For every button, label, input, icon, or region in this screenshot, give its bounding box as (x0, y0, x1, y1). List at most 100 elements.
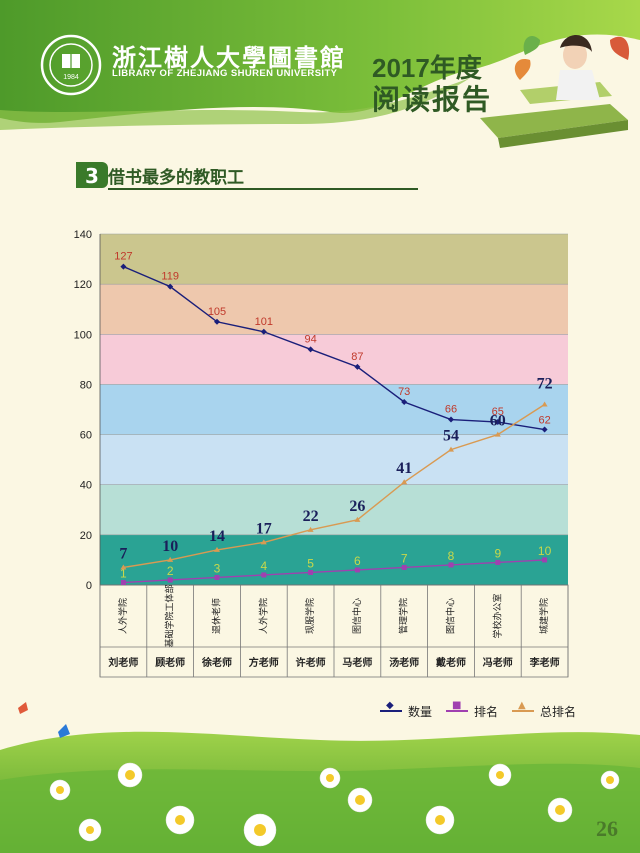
butterfly-icon (18, 702, 28, 714)
teacher-label: 顾老师 (155, 656, 185, 669)
data-point (401, 479, 408, 485)
report-year: 2017年度 (372, 53, 482, 83)
legend-item: ■ 排名 (446, 700, 499, 720)
library-name-cn: 浙江樹人大學圖書館 (112, 43, 346, 72)
data-label: 5 (307, 556, 314, 570)
legend-swatch: ◆ (380, 700, 402, 717)
teacher-label: 汤老师 (389, 656, 419, 669)
data-label: 73 (398, 386, 410, 398)
y-tick-label: 0 (86, 580, 92, 592)
y-tick-label: 100 (74, 329, 92, 341)
chart-band (100, 534, 568, 585)
category-label: 人外学院 (117, 598, 129, 634)
y-tick-label: 60 (80, 430, 92, 442)
data-point (308, 569, 314, 575)
data-point (261, 572, 267, 578)
meadow-decoration (0, 702, 640, 853)
data-point (307, 346, 314, 353)
data-label: 14 (209, 528, 225, 545)
data-label: 22 (303, 508, 319, 525)
chart-legend: ◆ 数量 ■ 排名 ▲ 总排名 (380, 700, 590, 720)
data-point (401, 398, 408, 405)
category-label: 管理学院 (398, 598, 410, 634)
data-label: 17 (256, 520, 272, 537)
series-line-2 (123, 403, 545, 569)
data-point (448, 446, 454, 452)
teacher-label: 冯老师 (483, 656, 513, 669)
chart-band (100, 284, 568, 335)
data-label: 54 (443, 428, 459, 445)
teacher-label: 马老师 (342, 656, 372, 669)
data-label: 66 (445, 404, 457, 416)
y-tick-label: 80 (80, 379, 92, 391)
data-point (214, 574, 220, 580)
teacher-label: 徐老师 (201, 656, 232, 669)
data-point (401, 564, 407, 570)
chart-band (100, 384, 568, 435)
data-label: 62 (538, 415, 550, 427)
data-point (167, 283, 174, 290)
data-point (541, 401, 548, 407)
category-label: 现服学院 (304, 598, 316, 634)
series-line-1 (123, 559, 545, 584)
butterfly-icon (58, 724, 70, 738)
category-label: 人外学院 (257, 598, 269, 634)
data-label: 1 (120, 566, 127, 580)
data-point (260, 328, 267, 335)
data-point (120, 564, 127, 570)
library-name-en: LIBRARY OF ZHEJIANG SHUREN UNIVERSITY (112, 68, 338, 79)
teacher-label: 方老师 (249, 656, 279, 669)
legend-label: 排名 (474, 705, 499, 719)
data-label: 101 (255, 316, 273, 328)
chart-band (100, 334, 568, 385)
data-label: 10 (162, 538, 178, 555)
data-label: 9 (494, 546, 501, 560)
data-point (448, 416, 454, 423)
svg-text:3: 3 (85, 164, 99, 188)
data-point (495, 559, 501, 565)
data-label: 94 (304, 333, 316, 345)
data-label: 65 (492, 406, 504, 418)
category-label: 图信中心 (351, 598, 363, 634)
data-label: 87 (351, 351, 363, 363)
y-tick-label: 40 (80, 480, 92, 492)
y-tick-label: 120 (74, 279, 92, 291)
data-point (214, 546, 220, 552)
data-label: 3 (214, 561, 221, 575)
data-point (167, 577, 173, 583)
data-label: 72 (537, 375, 553, 392)
legend-swatch: ■ (446, 700, 469, 717)
data-label: 4 (260, 559, 267, 573)
legend-label: 总排名 (540, 705, 577, 719)
data-point (354, 363, 361, 370)
page-number: 26 (596, 816, 618, 841)
book-illustration (480, 34, 630, 148)
teacher-label: 许老师 (296, 656, 326, 669)
legend-item: ◆ 数量 (380, 700, 432, 720)
data-point (354, 516, 361, 522)
data-label: 7 (401, 551, 408, 565)
data-label: 119 (161, 271, 179, 283)
legend-item: ▲ 总排名 (512, 700, 577, 720)
data-point (120, 263, 127, 270)
category-label: 学校办公室 (491, 593, 503, 638)
university-logo: 1984 (40, 34, 102, 96)
data-point (354, 567, 360, 573)
data-point (494, 431, 501, 437)
data-label: 8 (448, 549, 455, 563)
data-point (260, 539, 267, 545)
series-line-0 (123, 265, 545, 431)
teacher-label: 戴老师 (436, 656, 466, 669)
section-underline (108, 188, 418, 190)
data-point (214, 318, 220, 325)
data-point (120, 579, 126, 585)
chart-band (100, 434, 568, 485)
data-label: 127 (114, 251, 132, 263)
category-label: 图信中心 (445, 598, 457, 634)
data-point (494, 419, 501, 426)
data-label: 60 (490, 413, 506, 430)
header-banner (0, 0, 640, 150)
category-label: 基础学院工体部 (164, 584, 176, 647)
data-label: 26 (349, 498, 365, 515)
data-label: 6 (354, 554, 361, 568)
